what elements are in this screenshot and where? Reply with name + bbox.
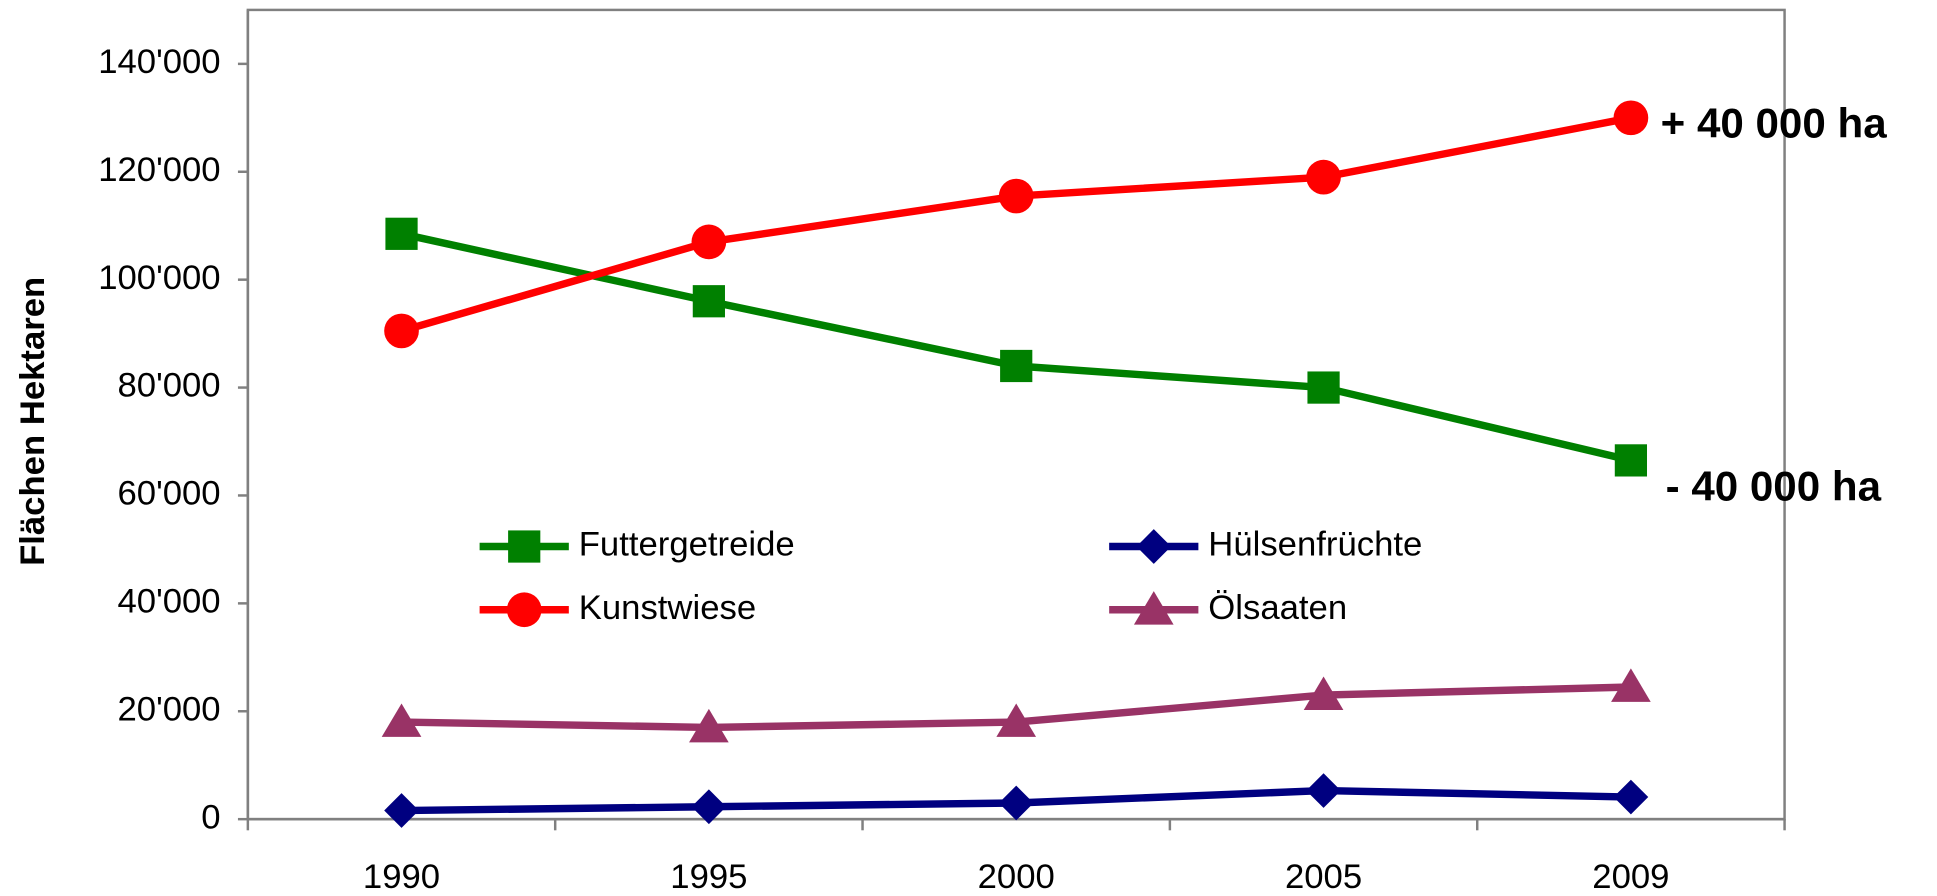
annotation: + 40 000 ha: [1661, 100, 1888, 147]
data-point: [1307, 371, 1340, 404]
annotation: - 40 000 ha: [1666, 463, 1882, 510]
x-tick-label: 2009: [1592, 858, 1669, 896]
data-point: [689, 708, 729, 743]
legend-marker: [1133, 591, 1174, 625]
data-point: [1303, 676, 1344, 710]
series-line: [400, 114, 1632, 335]
y-tick-label: 140'000: [98, 43, 220, 81]
data-point: [1613, 779, 1649, 815]
data-point: [385, 217, 418, 250]
y-tick-label: 0: [201, 798, 220, 836]
data-point: [998, 785, 1034, 821]
legend-marker: [506, 592, 542, 628]
y-tick-label: 120'000: [98, 151, 220, 189]
legend-label: Futtergetreide: [579, 526, 795, 564]
legend-label: Hülsenfrüchte: [1208, 526, 1422, 564]
data-point: [1306, 773, 1341, 808]
legend-marker: [508, 530, 541, 563]
y-tick-label: 80'000: [118, 367, 221, 405]
data-point: [691, 789, 727, 825]
data-point: [996, 703, 1037, 737]
y-tick-label: 40'000: [118, 583, 221, 621]
data-point: [384, 313, 419, 349]
data-point: [1613, 100, 1649, 136]
x-tick-label: 1990: [363, 858, 440, 896]
data-point: [1000, 349, 1033, 383]
data-point: [692, 285, 725, 318]
y-tick-label: 20'000: [118, 690, 221, 728]
data-point: [998, 178, 1034, 214]
y-tick-label: 100'000: [98, 259, 220, 297]
x-tick-label: 2005: [1285, 858, 1362, 896]
y-tick-label: 60'000: [118, 475, 221, 513]
data-point: [1611, 668, 1651, 702]
data-point: [1614, 444, 1648, 477]
y-axis-label: Flächen Hektaren: [14, 277, 52, 566]
data-point: [1306, 159, 1341, 195]
data-point: [691, 224, 727, 260]
series-line: [400, 230, 1632, 465]
x-tick-label: 2000: [978, 858, 1055, 896]
data-point: [381, 703, 422, 737]
legend-label: Ölsaaten: [1208, 589, 1347, 627]
data-point: [384, 793, 419, 828]
legend-label: Kunstwiese: [579, 589, 756, 627]
x-tick-label: 1995: [670, 858, 747, 896]
legend-marker: [1136, 529, 1172, 564]
